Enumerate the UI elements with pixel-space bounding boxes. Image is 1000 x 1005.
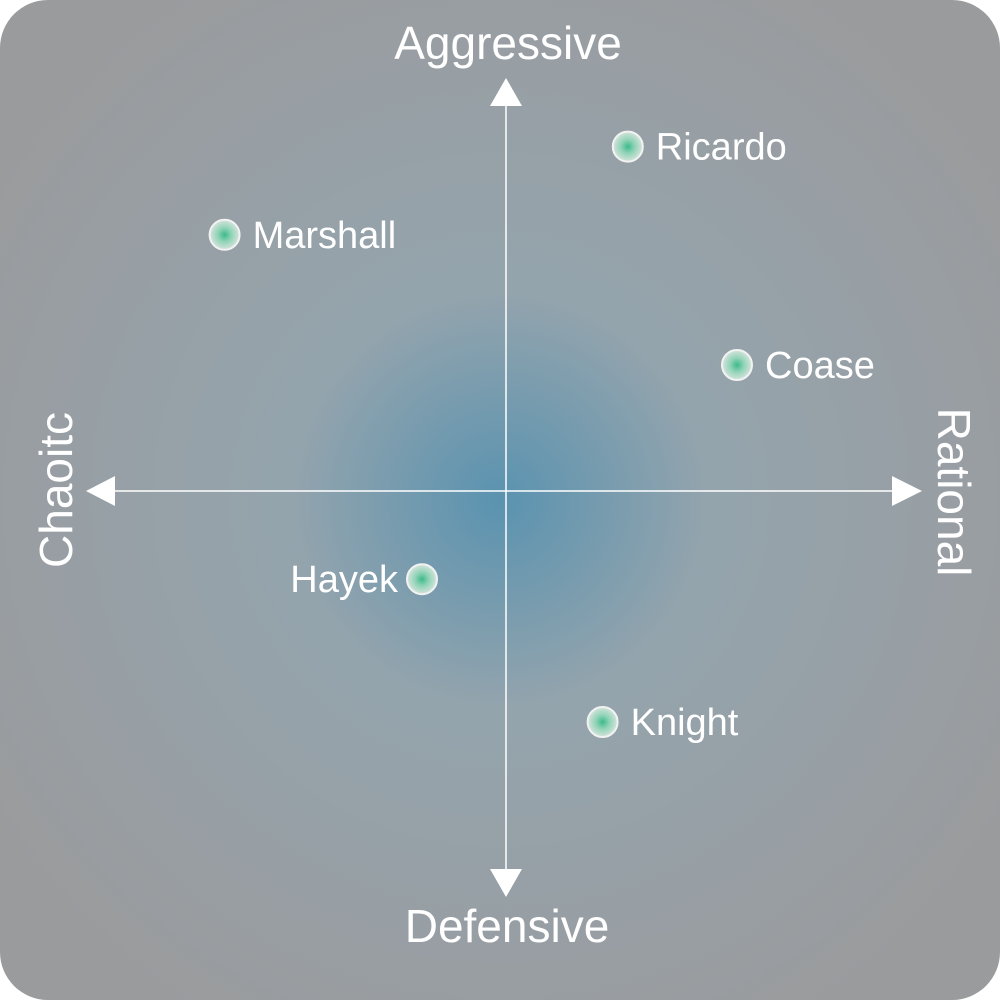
data-point-coase [721, 349, 753, 381]
axis-label-bottom: Defensive [405, 900, 610, 952]
arrow-down-icon [490, 869, 522, 897]
point-label-coase: Coase [765, 345, 875, 387]
arrow-left-icon [86, 476, 115, 506]
arrow-up-icon [490, 78, 522, 106]
data-point-ricardo [611, 130, 644, 163]
point-label-knight: Knight [631, 702, 739, 744]
points-layer: Ricardo Marshall Coase Hayek Knight [208, 127, 875, 744]
axis-label-right: Rational [928, 408, 980, 577]
point-label-hayek: Hayek [290, 559, 399, 601]
point-label-marshall: Marshall [253, 215, 397, 257]
point-label-ricardo: Ricardo [656, 127, 787, 169]
axis-label-left: Chaoitc [30, 412, 82, 568]
data-point-marshall [208, 218, 241, 251]
data-point-hayek [406, 563, 438, 596]
data-point-knight [586, 706, 619, 738]
axis-label-top: Aggressive [394, 17, 622, 69]
arrow-right-icon [892, 476, 922, 506]
